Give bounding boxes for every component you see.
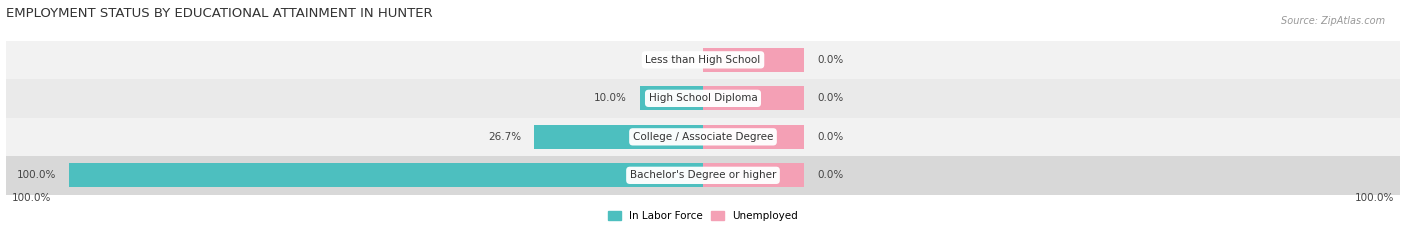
Bar	[703, 48, 804, 72]
Legend: In Labor Force, Unemployed: In Labor Force, Unemployed	[605, 207, 801, 225]
Bar	[6, 156, 1400, 195]
Bar	[703, 86, 804, 110]
Text: College / Associate Degree: College / Associate Degree	[633, 132, 773, 142]
Text: 0.0%: 0.0%	[817, 132, 844, 142]
Text: 0.0%: 0.0%	[817, 93, 844, 103]
Text: Bachelor's Degree or higher: Bachelor's Degree or higher	[630, 170, 776, 180]
Bar	[534, 125, 703, 149]
Bar	[69, 163, 703, 187]
Text: High School Diploma: High School Diploma	[648, 93, 758, 103]
Text: 100.0%: 100.0%	[1355, 193, 1395, 203]
Bar	[6, 41, 1400, 79]
Bar	[6, 118, 1400, 156]
Text: 100.0%: 100.0%	[11, 193, 51, 203]
Text: Source: ZipAtlas.com: Source: ZipAtlas.com	[1281, 16, 1385, 26]
Bar	[640, 86, 703, 110]
Bar	[703, 125, 804, 149]
Text: Less than High School: Less than High School	[645, 55, 761, 65]
Bar	[6, 79, 1400, 118]
Text: 10.0%: 10.0%	[595, 93, 627, 103]
Bar	[703, 163, 804, 187]
Text: 26.7%: 26.7%	[488, 132, 522, 142]
Text: 100.0%: 100.0%	[17, 170, 56, 180]
Text: EMPLOYMENT STATUS BY EDUCATIONAL ATTAINMENT IN HUNTER: EMPLOYMENT STATUS BY EDUCATIONAL ATTAINM…	[6, 7, 432, 20]
Text: 0.0%: 0.0%	[817, 170, 844, 180]
Text: 0.0%: 0.0%	[664, 55, 690, 65]
Text: 0.0%: 0.0%	[817, 55, 844, 65]
